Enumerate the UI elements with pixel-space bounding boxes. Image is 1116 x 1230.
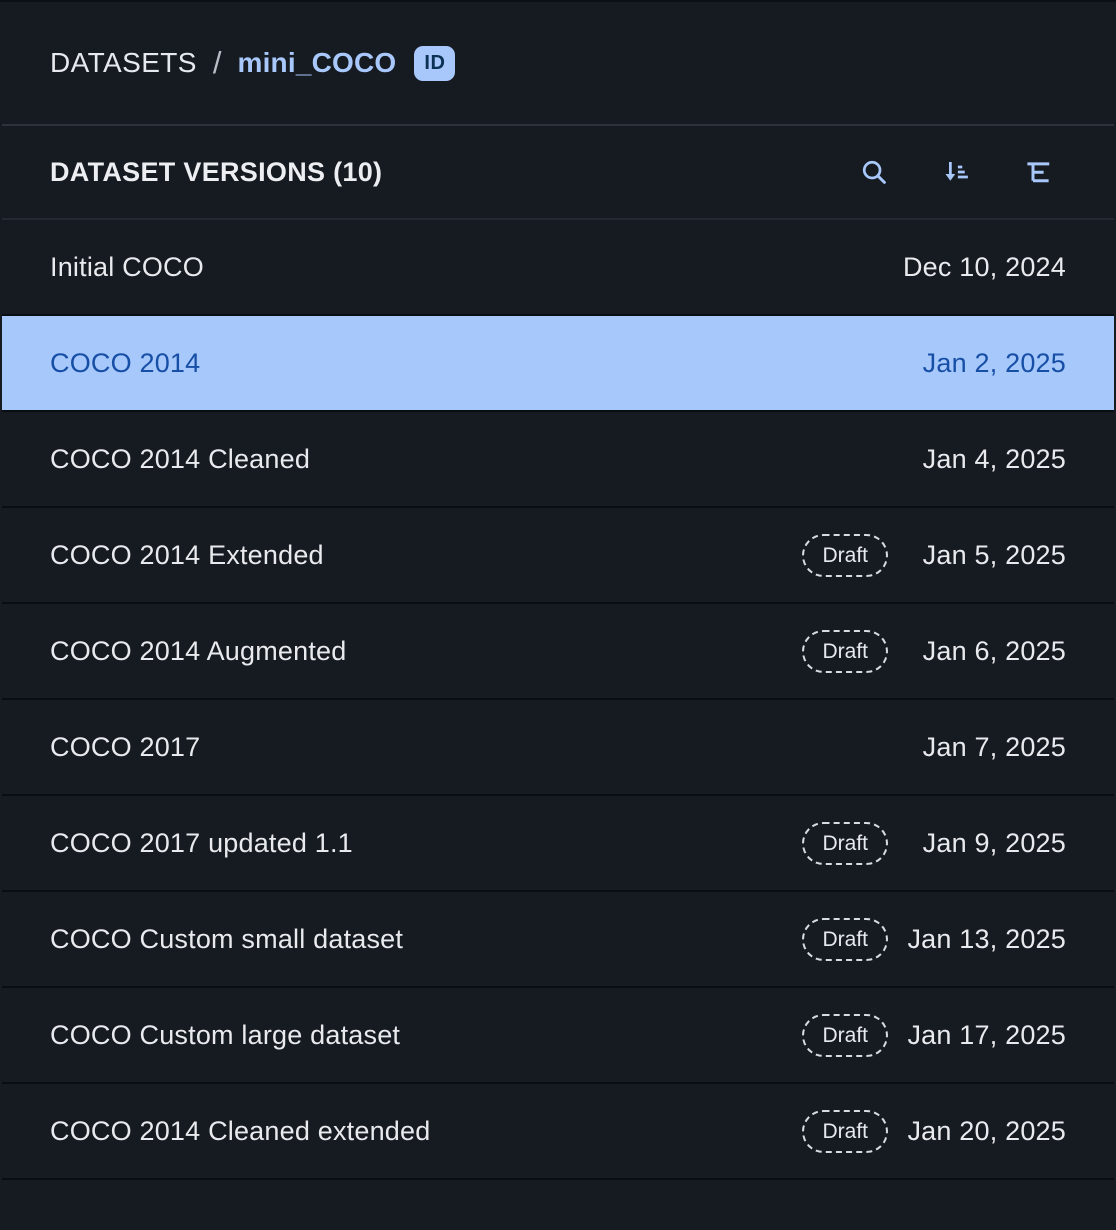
search-icon: [859, 157, 889, 187]
tree-view-button[interactable]: [1022, 156, 1054, 188]
version-name: COCO 2014 Cleaned extended: [50, 1115, 431, 1146]
version-date: Jan 5, 2025: [922, 539, 1066, 570]
breadcrumb-datasets-link[interactable]: DATASETS: [50, 47, 197, 78]
version-row[interactable]: Initial COCO Dec 10, 2024: [2, 220, 1114, 316]
sort-button[interactable]: [940, 156, 972, 188]
version-row[interactable]: COCO 2014 Extended Draft Jan 5, 2025: [2, 508, 1114, 604]
breadcrumb-current-dataset: mini_COCO: [237, 47, 397, 78]
version-row[interactable]: COCO 2014 Augmented Draft Jan 6, 2025: [2, 604, 1114, 700]
version-date: Dec 10, 2024: [902, 251, 1066, 282]
version-row[interactable]: COCO 2017 updated 1.1 Draft Jan 9, 2025: [2, 796, 1114, 892]
version-name: COCO Custom small dataset: [50, 923, 404, 954]
draft-badge: Draft: [802, 1109, 888, 1153]
draft-badge: Draft: [802, 533, 888, 577]
version-name: COCO 2014 Cleaned: [50, 443, 311, 474]
version-name: COCO 2017: [50, 731, 201, 762]
version-date: Jan 4, 2025: [922, 443, 1066, 474]
dataset-versions-header: DATASET VERSIONS (10): [2, 126, 1114, 220]
version-name: COCO Custom large dataset: [50, 1019, 401, 1050]
version-row[interactable]: COCO 2017 Jan 7, 2025: [2, 700, 1114, 796]
version-date: Jan 20, 2025: [907, 1115, 1066, 1146]
version-name: COCO 2017 updated 1.1: [50, 827, 353, 858]
breadcrumb-separator: /: [212, 45, 222, 80]
version-date: Jan 7, 2025: [922, 731, 1066, 762]
draft-badge: Draft: [802, 629, 888, 673]
draft-badge: Draft: [802, 1013, 888, 1057]
breadcrumb: DATASETS / mini_COCO ID: [2, 2, 1114, 126]
version-row[interactable]: COCO Custom large dataset Draft Jan 17, …: [2, 988, 1114, 1084]
version-row[interactable]: COCO 2014 Cleaned extended Draft Jan 20,…: [2, 1084, 1114, 1180]
version-row[interactable]: COCO 2014 Cleaned Jan 4, 2025: [2, 412, 1114, 508]
version-date: Jan 6, 2025: [922, 635, 1066, 666]
version-date: Jan 13, 2025: [907, 923, 1066, 954]
version-date: Jan 17, 2025: [907, 1019, 1066, 1050]
version-name: COCO 2014 Extended: [50, 539, 324, 570]
version-date: Jan 2, 2025: [922, 347, 1066, 378]
version-row[interactable]: COCO Custom small dataset Draft Jan 13, …: [2, 892, 1114, 988]
sort-descending-icon: [941, 157, 971, 187]
version-name: COCO 2014: [50, 347, 201, 378]
draft-badge: Draft: [802, 821, 888, 865]
version-row[interactable]: COCO 2014 Jan 2, 2025: [2, 316, 1114, 412]
tree-structure-icon: [1023, 157, 1053, 187]
dataset-version-list: Initial COCO Dec 10, 2024 COCO 2014 Jan …: [2, 220, 1114, 1180]
search-button[interactable]: [858, 156, 890, 188]
version-name: COCO 2014 Augmented: [50, 635, 347, 666]
draft-badge: Draft: [802, 917, 888, 961]
dataset-versions-title: DATASET VERSIONS (10): [50, 156, 383, 187]
dataset-id-badge[interactable]: ID: [414, 45, 456, 81]
version-date: Jan 9, 2025: [922, 827, 1066, 858]
header-actions: [858, 156, 1054, 188]
version-name: Initial COCO: [50, 251, 204, 282]
